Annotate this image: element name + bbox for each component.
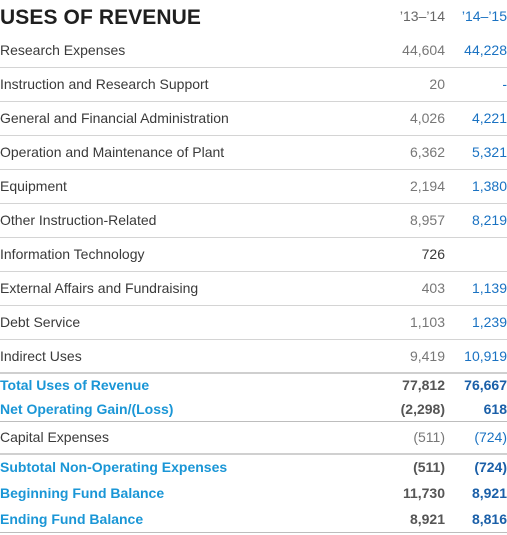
value-2013-2014: 2,194 bbox=[409, 178, 445, 194]
value-2014-2015: 618 bbox=[483, 401, 507, 417]
row-label: External Affairs and Fundraising bbox=[0, 280, 199, 296]
divider bbox=[0, 532, 507, 533]
table-row: Equipment 2,194 1,380 bbox=[0, 170, 507, 204]
value-2014-2015: 8,219 bbox=[471, 212, 507, 228]
row-label: Indirect Uses bbox=[0, 348, 82, 364]
table-row: Information Technology 726 bbox=[0, 238, 507, 272]
value-2014-2015: - bbox=[502, 76, 507, 92]
value-2014-2015: 1,239 bbox=[471, 314, 507, 330]
value-2013-2014: 77,812 bbox=[402, 377, 445, 393]
row-label: Capital Expenses bbox=[0, 429, 109, 445]
value-2014-2015: 4,221 bbox=[471, 110, 507, 126]
row-label: Beginning Fund Balance bbox=[0, 485, 165, 501]
row-label: Operation and Maintenance of Plant bbox=[0, 144, 225, 160]
table-row: Research Expenses 44,604 44,228 bbox=[0, 34, 507, 68]
value-2013-2014: 726 bbox=[421, 246, 445, 262]
row-label: Information Technology bbox=[0, 246, 145, 262]
beginning-fund-balance-row: Beginning Fund Balance 11,730 8,921 bbox=[0, 485, 507, 507]
value-2013-2014: (511) bbox=[413, 459, 445, 475]
value-2013-2014: 11,730 bbox=[402, 485, 445, 501]
value-2014-2015: 10,919 bbox=[464, 348, 507, 364]
column-header-2013-2014: ’13–’14 bbox=[399, 8, 445, 24]
value-2014-2015: 1,380 bbox=[471, 178, 507, 194]
value-2013-2014: 1,103 bbox=[409, 314, 445, 330]
value-2013-2014: 44,604 bbox=[402, 42, 445, 58]
value-2014-2015: 8,921 bbox=[471, 485, 507, 501]
value-2013-2014: 20 bbox=[429, 76, 445, 92]
value-2014-2015: 1,139 bbox=[471, 280, 507, 296]
value-2013-2014: 8,921 bbox=[409, 511, 445, 527]
table-row: General and Financial Administration 4,0… bbox=[0, 102, 507, 136]
row-label: General and Financial Administration bbox=[0, 110, 229, 126]
value-2013-2014: 403 bbox=[421, 280, 445, 296]
value-2014-2015: (724) bbox=[474, 459, 507, 475]
value-2014-2015: 8,816 bbox=[471, 511, 507, 527]
ending-fund-balance-row: Ending Fund Balance 8,921 8,816 bbox=[0, 511, 507, 533]
table-row: External Affairs and Fundraising 403 1,1… bbox=[0, 272, 507, 306]
row-label: Subtotal Non-Operating Expenses bbox=[0, 459, 228, 475]
table-title: USES OF REVENUE bbox=[0, 6, 202, 29]
row-label: Equipment bbox=[0, 178, 67, 194]
divider bbox=[0, 453, 507, 455]
value-2013-2014: 6,362 bbox=[409, 144, 445, 160]
value-2013-2014: 4,026 bbox=[409, 110, 445, 126]
capital-expenses-row: Capital Expenses (511) (724) bbox=[0, 429, 507, 453]
table-row: Instruction and Research Support 20 - bbox=[0, 68, 507, 102]
value-2013-2014: 9,419 bbox=[409, 348, 445, 364]
divider bbox=[0, 421, 507, 422]
value-2014-2015: (724) bbox=[474, 429, 507, 445]
value-2013-2014: (2,298) bbox=[400, 401, 445, 417]
net-operating-row: Net Operating Gain/(Loss) (2,298) 618 bbox=[0, 401, 507, 423]
table-row: Operation and Maintenance of Plant 6,362… bbox=[0, 136, 507, 170]
row-label: Research Expenses bbox=[0, 42, 126, 58]
table-row: Other Instruction-Related 8,957 8,219 bbox=[0, 204, 507, 238]
subtotal-non-operating-row: Subtotal Non-Operating Expenses (511) (7… bbox=[0, 459, 507, 481]
row-label: Net Operating Gain/(Loss) bbox=[0, 401, 174, 417]
total-uses-row: Total Uses of Revenue 77,812 76,667 bbox=[0, 377, 507, 399]
row-label: Ending Fund Balance bbox=[0, 511, 144, 527]
row-label: Instruction and Research Support bbox=[0, 76, 209, 92]
value-2014-2015: 5,321 bbox=[471, 144, 507, 160]
value-2013-2014: 8,957 bbox=[409, 212, 445, 228]
row-label: Total Uses of Revenue bbox=[0, 377, 150, 393]
value-2014-2015: 76,667 bbox=[464, 377, 507, 393]
table-row: Debt Service 1,103 1,239 bbox=[0, 306, 507, 340]
table-row: Indirect Uses 9,419 10,919 bbox=[0, 340, 507, 374]
row-label: Debt Service bbox=[0, 314, 81, 330]
table-header: USES OF REVENUE ’13–’14 ’14–’15 bbox=[0, 0, 507, 34]
column-header-2014-2015: ’14–’15 bbox=[461, 8, 507, 24]
row-label: Other Instruction-Related bbox=[0, 212, 157, 228]
value-2013-2014: (511) bbox=[413, 429, 445, 445]
value-2014-2015: 44,228 bbox=[464, 42, 507, 58]
